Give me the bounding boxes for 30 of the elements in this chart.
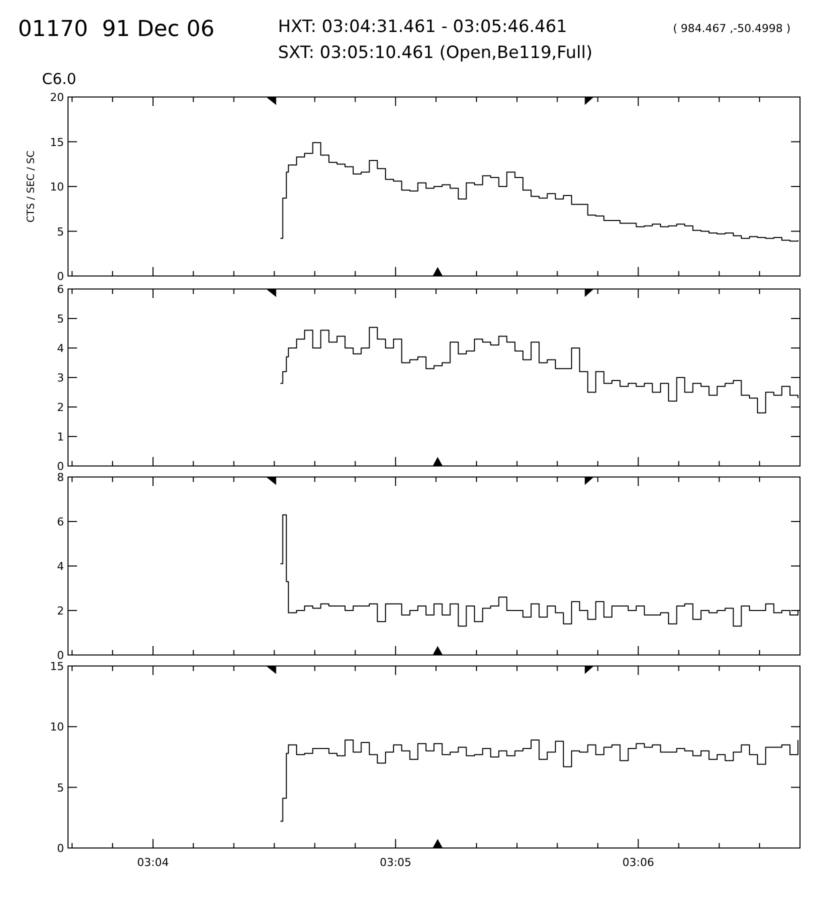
text: C6.0: [42, 70, 76, 88]
y-tick-label: 4: [57, 560, 64, 573]
y-tick-label: 5: [57, 781, 64, 794]
y-tick-label: 20: [50, 91, 64, 104]
y-tick-label: 3: [57, 372, 64, 384]
text: ( 984.467 ,-50.4998 ): [673, 22, 791, 35]
y-tick-label: 15: [50, 136, 64, 149]
y-tick-label: 4: [57, 342, 64, 355]
y-tick-label: 2: [57, 401, 64, 414]
y-tick-label: 0: [57, 842, 64, 855]
x-tick-label: 03:05: [380, 856, 412, 869]
x-tick-label: 03:06: [622, 856, 654, 869]
y-tick-label: 5: [57, 312, 64, 326]
text: HXT: 03:04:31.461 - 03:05:46.461: [278, 17, 568, 37]
chart-title: 01170 91 Dec 06: [18, 17, 215, 42]
y-tick-label: 6: [57, 516, 64, 528]
x-tick-label: 03:04: [137, 856, 169, 869]
y-tick-label: 0: [57, 649, 64, 662]
y-tick-label: 2: [57, 604, 64, 618]
y-tick-label: 5: [57, 225, 64, 238]
y-tick-label: 6: [57, 283, 64, 296]
y-tick-label: 8: [57, 471, 64, 484]
y-tick-label: 0: [57, 270, 64, 283]
y-tick-label: 10: [50, 180, 64, 194]
y-tick-label: 0: [57, 460, 64, 473]
y-tick-label: 1: [57, 430, 64, 444]
y-tick-label: 15: [50, 660, 64, 673]
y-axis-title: CTS / SEC / SC: [26, 150, 37, 222]
text: SXT: 03:05:10.461 (Open,Be119,Full): [278, 43, 593, 63]
y-tick-label: 10: [50, 720, 64, 734]
